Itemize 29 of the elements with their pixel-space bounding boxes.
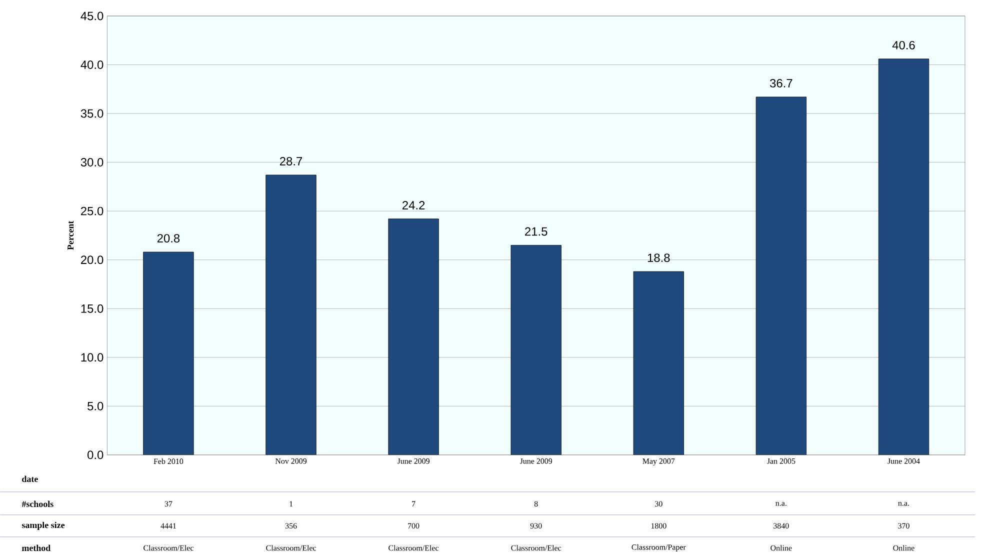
- y-axis-title: Percent: [68, 220, 74, 250]
- text: #schools: [22, 500, 54, 508]
- data-label: 28.7: [280, 157, 302, 166]
- y-tick-label: 0.0: [88, 450, 104, 460]
- y-tick-label: 30.0: [80, 158, 104, 167]
- y-tick-label: 40.0: [80, 60, 104, 70]
- bar: [388, 218, 439, 455]
- data-label: 20.8: [157, 234, 180, 243]
- data-label: 24.2: [402, 201, 425, 210]
- data-label: 21.5: [525, 227, 548, 236]
- y-tick-label: 45.0: [80, 12, 104, 20]
- data-label: 40.6: [892, 41, 915, 50]
- text: sample size: [22, 522, 65, 530]
- y-tick-label: 5.0: [88, 402, 104, 410]
- bar: [510, 245, 562, 455]
- bar: [266, 174, 316, 455]
- data-label: 18.8: [648, 254, 670, 262]
- text: method: [22, 544, 51, 552]
- bar: [878, 58, 930, 455]
- y-tick-label: 35.0: [80, 109, 104, 118]
- bar: [143, 252, 194, 455]
- bar: [633, 271, 684, 455]
- data-label: 36.7: [770, 79, 792, 88]
- text: date: [22, 476, 38, 482]
- bar: [756, 96, 807, 455]
- y-tick-label: 20.0: [80, 256, 104, 264]
- y-tick-label: 10.0: [81, 353, 104, 362]
- y-tick-label: 25.0: [80, 206, 104, 216]
- y-tick-label: 15.0: [81, 304, 104, 313]
